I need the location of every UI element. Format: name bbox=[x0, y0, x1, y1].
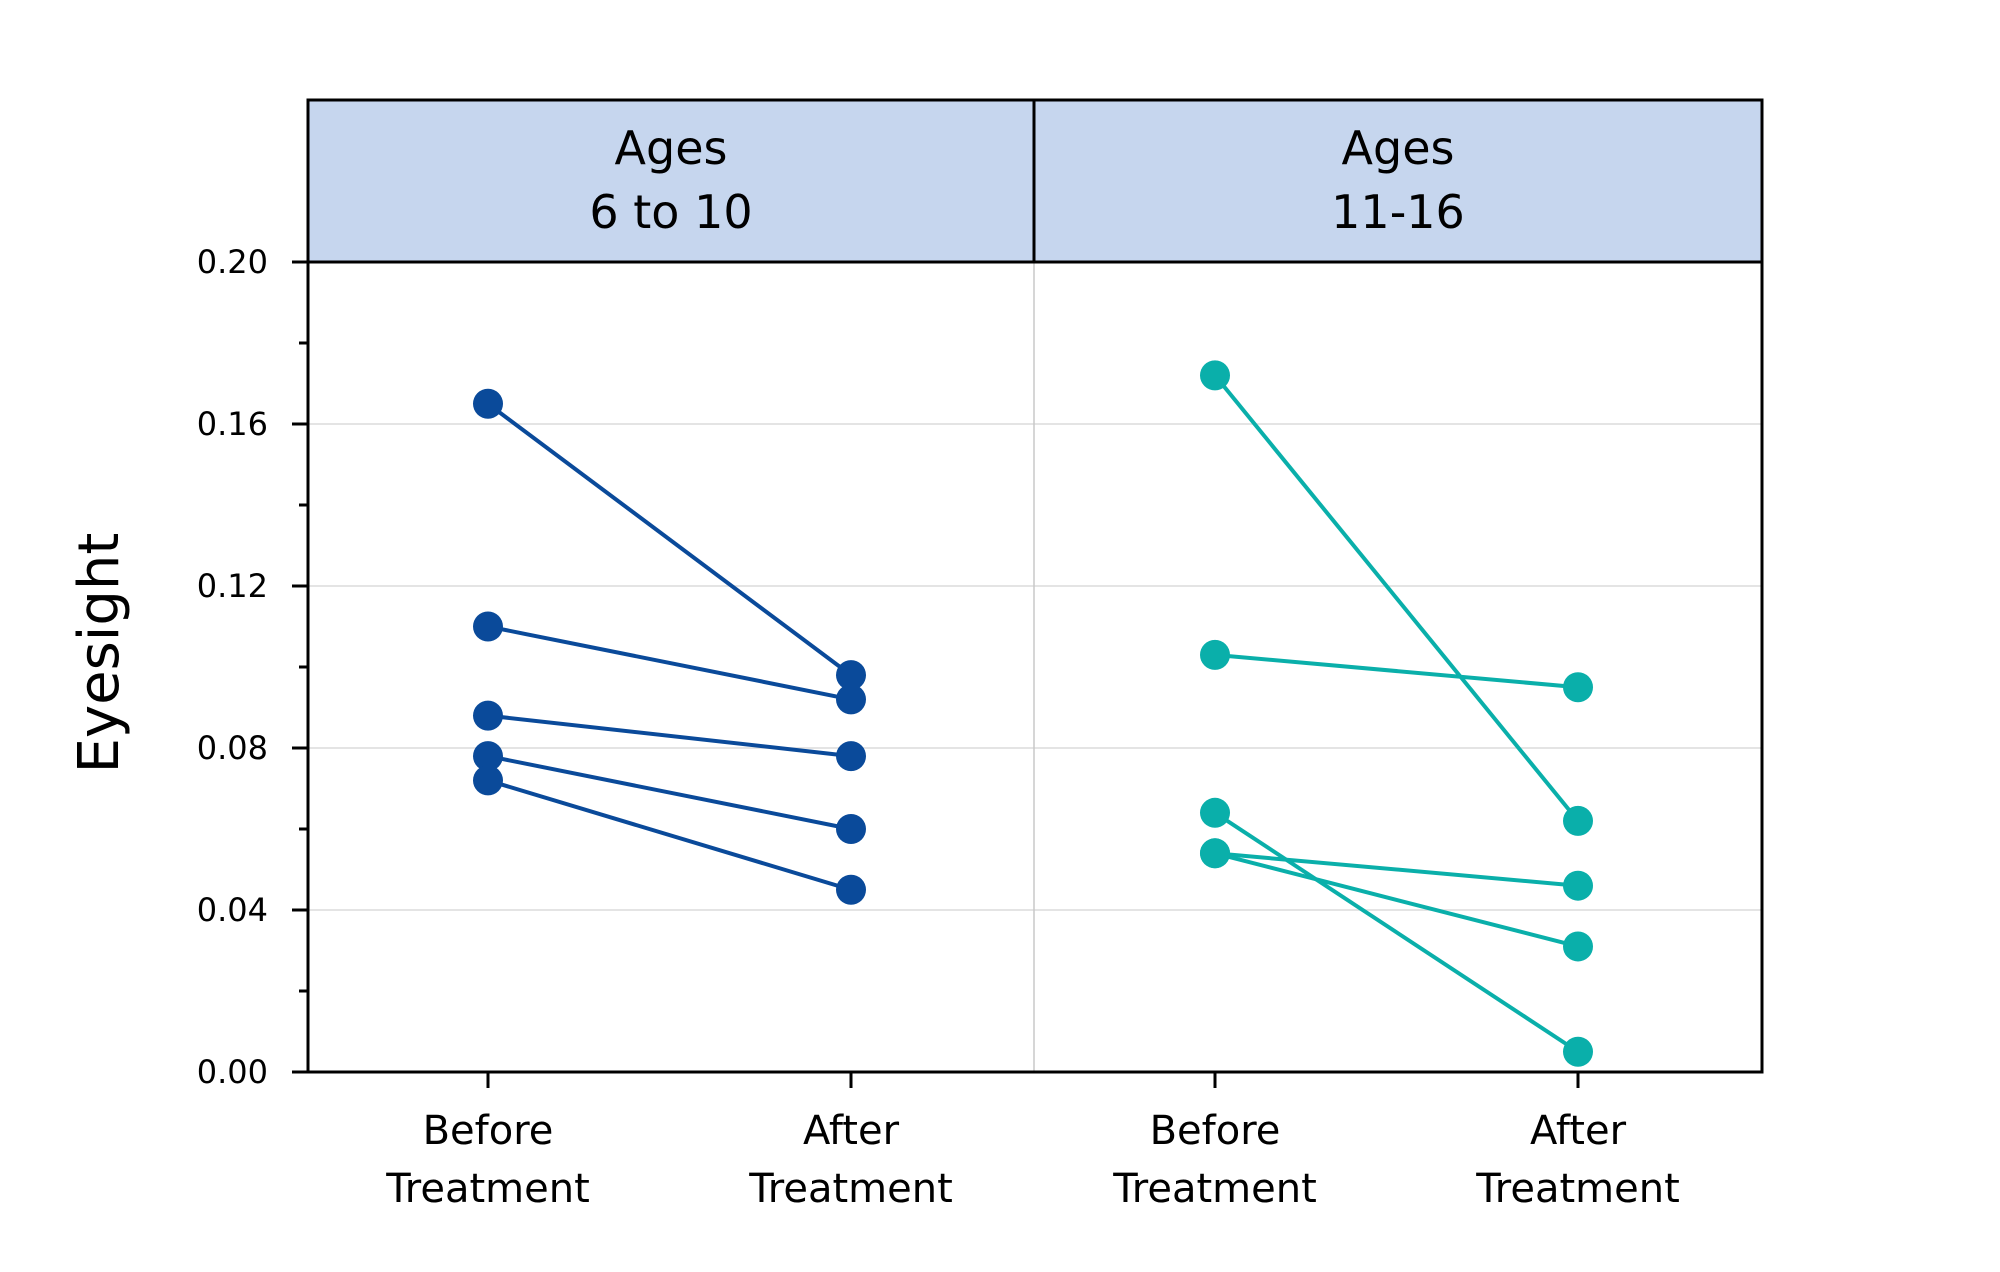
panel-header-label: Ages bbox=[1342, 121, 1455, 175]
panel-header-label: 6 to 10 bbox=[589, 185, 752, 239]
point-before bbox=[473, 741, 503, 772]
panel-header-label: 11-16 bbox=[1331, 185, 1465, 239]
series-line bbox=[487, 713, 852, 759]
panel-headers: Ages 6 to 10 Ages 11-16 bbox=[308, 100, 1762, 262]
x-tick-label: After bbox=[803, 1108, 900, 1154]
series-line bbox=[486, 402, 853, 677]
point-after bbox=[836, 684, 866, 715]
point-before bbox=[473, 611, 503, 642]
point-after bbox=[1563, 870, 1593, 901]
point-before bbox=[1200, 838, 1230, 869]
x-tick-label: Treatment bbox=[748, 1166, 953, 1212]
point-before bbox=[473, 765, 503, 796]
series-line bbox=[487, 754, 852, 831]
panel-header-bg bbox=[308, 100, 1034, 262]
x-tick-label: Treatment bbox=[1112, 1166, 1317, 1212]
panel-header-bg bbox=[1034, 100, 1762, 262]
series-line bbox=[1213, 374, 1580, 823]
series-line bbox=[1213, 811, 1580, 1054]
point-after bbox=[1563, 1036, 1593, 1067]
x-tick-label: Treatment bbox=[385, 1166, 590, 1212]
panel-header-label: Ages bbox=[615, 121, 728, 175]
point-before bbox=[473, 700, 503, 731]
point-after bbox=[1563, 931, 1593, 962]
y-tick-label: 0.00 bbox=[197, 1053, 268, 1091]
point-before bbox=[1200, 639, 1230, 670]
point-before bbox=[1200, 797, 1230, 828]
y-axis-title: Eyesight bbox=[67, 533, 132, 774]
point-after bbox=[1563, 672, 1593, 703]
grid-lines bbox=[308, 262, 1762, 1072]
series bbox=[473, 360, 1593, 1067]
y-tick-label: 0.12 bbox=[197, 567, 268, 605]
x-tick-label: After bbox=[1530, 1108, 1627, 1154]
y-tick-label: 0.16 bbox=[197, 405, 268, 443]
point-before bbox=[473, 388, 503, 419]
point-after bbox=[836, 741, 866, 772]
point-after bbox=[836, 814, 866, 844]
point-after bbox=[836, 874, 866, 905]
point-before bbox=[1200, 360, 1230, 391]
x-tick-label: Before bbox=[423, 1108, 554, 1154]
series-line bbox=[1214, 652, 1579, 690]
point-after bbox=[1563, 805, 1593, 836]
series-line bbox=[1214, 851, 1579, 949]
x-tick-label: Before bbox=[1150, 1108, 1281, 1154]
series-line bbox=[487, 778, 852, 892]
series-line bbox=[1214, 851, 1579, 888]
y-tick-label: 0.20 bbox=[197, 243, 268, 281]
point-after bbox=[836, 660, 866, 691]
x-tick-label: Treatment bbox=[1475, 1166, 1680, 1212]
y-tick-label: 0.08 bbox=[197, 729, 268, 767]
axes: 0.00 0.04 0.08 0.12 0.16 0.20 Before Treatment A… bbox=[197, 243, 1680, 1212]
series-line bbox=[487, 624, 852, 702]
y-tick-label: 0.04 bbox=[197, 891, 268, 929]
